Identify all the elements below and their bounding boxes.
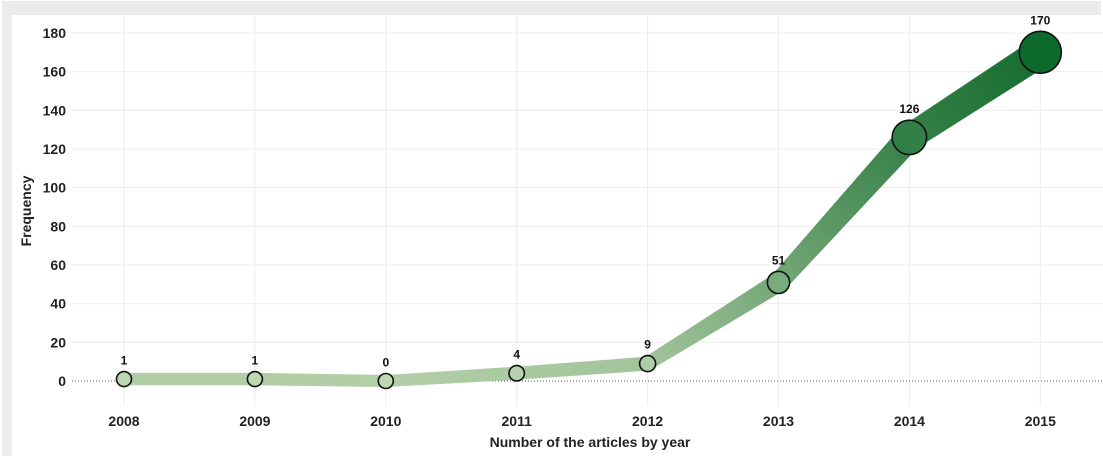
x-tick-label: 2010	[370, 413, 401, 429]
line-segment	[516, 356, 649, 380]
data-label: 126	[899, 102, 919, 116]
y-axis-ticks: 0 20 40 60 80 100 120 140 160 180	[43, 25, 67, 389]
line-segment	[254, 372, 386, 387]
x-axis-title: Number of the articles by year	[490, 434, 691, 450]
data-point[interactable]	[766, 270, 791, 295]
data-label: 170	[1030, 13, 1050, 27]
data-label: 1	[252, 354, 259, 368]
data-label: 4	[513, 348, 520, 362]
chart-border-top	[2, 1, 1101, 15]
data-point[interactable]	[891, 119, 928, 156]
line-segment	[902, 39, 1049, 149]
y-tick-label: 40	[50, 296, 66, 312]
x-tick-label: 2013	[763, 413, 794, 429]
data-label: 51	[772, 253, 786, 267]
data-point[interactable]	[377, 372, 395, 390]
chart-border-left	[2, 1, 12, 456]
line-segment	[385, 366, 518, 387]
y-tick-label: 160	[43, 64, 67, 80]
plot-area	[72, 16, 1103, 406]
y-tick-label: 60	[50, 257, 66, 273]
line-segment	[771, 128, 920, 289]
data-labels: 1 1 0 4 9 51 126 170	[121, 13, 1051, 369]
y-tick-label: 140	[43, 102, 67, 118]
line-segment	[643, 274, 784, 370]
x-tick-label: 2014	[894, 413, 925, 429]
line-segment	[124, 372, 255, 386]
data-markers	[115, 30, 1063, 390]
x-tick-label: 2009	[239, 413, 270, 429]
y-axis-title: Frequency	[18, 175, 34, 246]
x-axis-ticks: 2008 2009 2010 2011 2012 2013 2014 2015	[108, 413, 1056, 429]
y-tick-label: 100	[43, 180, 67, 196]
data-point[interactable]	[508, 364, 526, 382]
y-tick-label: 0	[58, 373, 66, 389]
grid-lines	[72, 16, 1103, 406]
x-tick-label: 2011	[502, 413, 533, 429]
data-point[interactable]	[246, 370, 264, 388]
y-tick-label: 80	[50, 218, 66, 234]
data-point[interactable]	[115, 370, 133, 388]
data-label: 9	[644, 338, 651, 352]
y-tick-label: 120	[43, 141, 67, 157]
data-point[interactable]	[1018, 30, 1063, 75]
y-tick-label: 20	[50, 334, 66, 350]
data-label: 0	[382, 356, 389, 370]
data-label: 1	[121, 354, 128, 368]
x-tick-label: 2012	[632, 413, 663, 429]
data-point[interactable]	[638, 354, 657, 373]
y-tick-label: 180	[43, 25, 67, 41]
x-tick-label: 2008	[108, 413, 139, 429]
x-tick-label: 2015	[1025, 413, 1056, 429]
